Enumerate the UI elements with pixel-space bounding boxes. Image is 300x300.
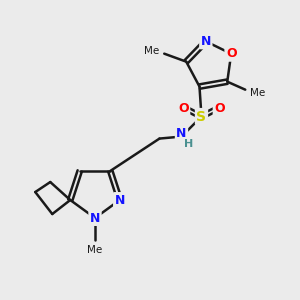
- Text: O: O: [214, 102, 225, 115]
- Text: Me: Me: [250, 88, 266, 98]
- Text: N: N: [90, 212, 100, 224]
- Text: Me: Me: [87, 245, 103, 255]
- Text: Me: Me: [144, 46, 159, 56]
- Text: S: S: [196, 110, 206, 124]
- Text: N: N: [115, 194, 125, 206]
- Text: O: O: [226, 47, 236, 60]
- Text: O: O: [178, 102, 189, 115]
- Text: H: H: [184, 139, 193, 148]
- Text: N: N: [176, 127, 187, 140]
- Text: N: N: [201, 35, 211, 48]
